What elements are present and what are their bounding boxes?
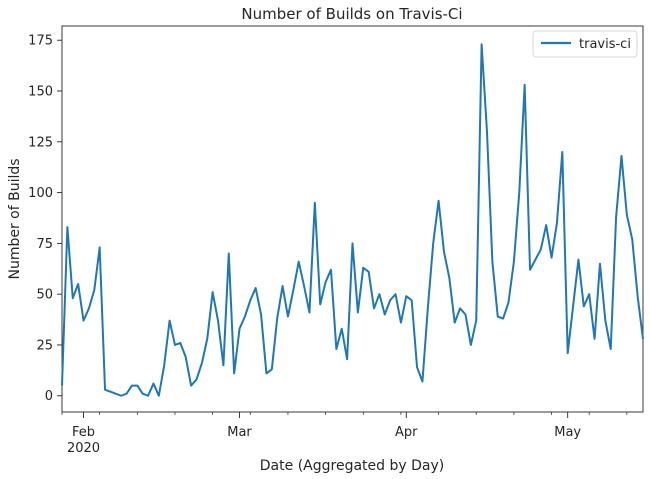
y-tick-label: 25 [36,338,53,353]
x-tick-label: May [554,425,581,440]
y-tick-label: 150 [28,85,53,100]
y-tick-label: 100 [28,186,53,201]
series-line-travis-ci [61,43,644,397]
legend-box [532,30,638,58]
x-tick-label: Feb [72,425,95,440]
chart-title: Number of Builds on Travis-Ci [241,5,462,23]
y-tick-label: 0 [45,389,53,404]
x-tick-label: Apr [395,425,418,440]
y-tick-label: 75 [36,237,53,252]
legend-label: travis-ci [579,37,631,52]
y-tick-label: 50 [36,288,53,303]
y-axis: 0 25 50 75 100 125 150 175 [28,34,62,404]
legend: travis-ci [532,30,638,58]
y-tick-label: 175 [28,34,53,49]
y-tick-label: 125 [28,135,53,150]
x-tick-sublabel: 2020 [67,441,100,456]
x-axis-title: Date (Aggregated by Day) [260,458,444,474]
y-axis-title: Number of Builds [7,158,23,279]
plot-area-frame [61,25,644,413]
x-tick-label: Mar [227,425,252,440]
